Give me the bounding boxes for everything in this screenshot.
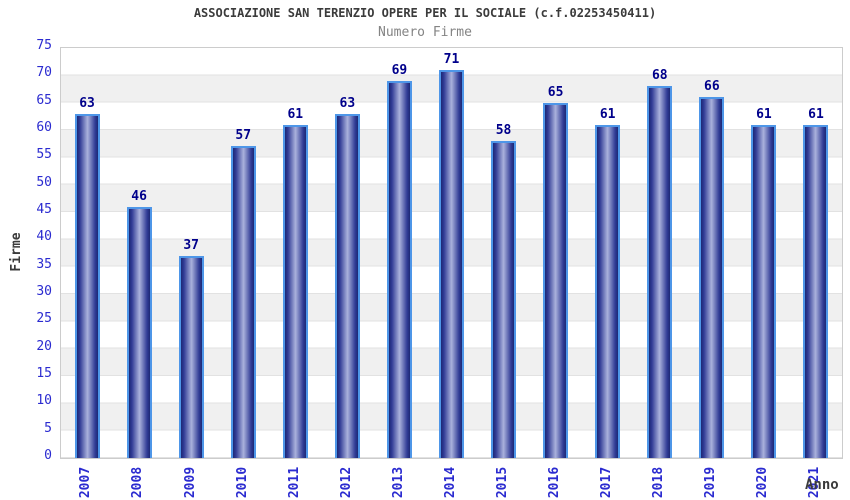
bar-value-label: 46: [131, 189, 147, 204]
x-tick-2015: 2015: [495, 466, 511, 499]
y-tick-5: 5: [44, 420, 52, 436]
bar-2008: [126, 207, 152, 458]
bar-value-label: 61: [756, 107, 772, 122]
bar-2011: [282, 125, 308, 458]
bar-2014: [439, 70, 464, 458]
bar-2018: [647, 86, 673, 458]
bar-value-label: 61: [599, 107, 616, 122]
y-tick-20: 20: [36, 338, 52, 354]
bar-2010: [230, 146, 256, 458]
y-tick-40: 40: [36, 229, 52, 245]
x-tick-2009: 2009: [182, 466, 198, 499]
bar-value-label: 68: [651, 68, 668, 83]
y-tick-75: 75: [36, 38, 52, 53]
bar-value-label: 71: [443, 52, 460, 67]
bar-2013: [386, 81, 412, 458]
x-tick-2016: 2016: [547, 466, 563, 499]
chart-title: ASSOCIAZIONE SAN TERENZIO OPERE PER IL S…: [193, 6, 657, 20]
bar-value-label: 57: [235, 128, 252, 143]
y-tick-10: 10: [36, 393, 52, 409]
y-tick-15: 15: [36, 366, 52, 381]
bar-2007: [74, 114, 100, 458]
bar-value-label: 65: [547, 85, 564, 100]
x-tick-2008: 2008: [130, 466, 146, 499]
x-tick-2011: 2011: [286, 466, 302, 499]
x-tick-2020: 2020: [755, 466, 771, 499]
bar-2021: [803, 125, 829, 458]
plot-area: 63 46 37 57 61 63 69 71 58 65 61 68 66 61 61: [60, 47, 843, 459]
y-tick-30: 30: [36, 284, 52, 299]
y-tick-25: 25: [36, 311, 52, 327]
x-tick-2017: 2017: [599, 466, 615, 499]
x-tick-2019: 2019: [703, 466, 719, 499]
bar-value-label: 37: [183, 238, 199, 253]
bar-2009: [178, 256, 204, 458]
bar-value-label: 63: [339, 96, 356, 111]
y-tick-45: 45: [36, 202, 52, 217]
bar-value-label: 58: [495, 123, 512, 138]
bar-value-label: 63: [79, 96, 95, 111]
bar-value-label: 61: [287, 107, 304, 122]
x-tick-2010: 2010: [234, 466, 250, 499]
bar-value-label: 69: [391, 63, 408, 78]
bar-2015: [491, 141, 517, 458]
x-tick-2012: 2012: [338, 466, 354, 499]
x-tick-2007: 2007: [78, 466, 94, 499]
bar-2017: [595, 125, 621, 458]
y-tick-50: 50: [36, 174, 52, 190]
y-tick-65: 65: [36, 92, 52, 108]
bar-value-label: 61: [808, 107, 824, 122]
x-tick-2018: 2018: [651, 466, 667, 499]
y-tick-35: 35: [36, 256, 52, 272]
x-axis-title: Anno: [805, 477, 839, 493]
y-tick-70: 70: [36, 65, 52, 81]
bar-2016: [543, 103, 569, 458]
chart-subtitle: Numero Firme: [378, 25, 472, 40]
bar-2020: [751, 125, 777, 458]
bar-2012: [334, 114, 360, 458]
y-tick-60: 60: [36, 120, 52, 135]
y-tick-55: 55: [36, 147, 52, 163]
x-tick-2013: 2013: [390, 466, 406, 499]
bar-2019: [699, 97, 725, 458]
y-tick-0: 0: [44, 448, 52, 463]
bar-value-label: 66: [704, 79, 720, 94]
x-tick-2014: 2014: [443, 466, 458, 499]
